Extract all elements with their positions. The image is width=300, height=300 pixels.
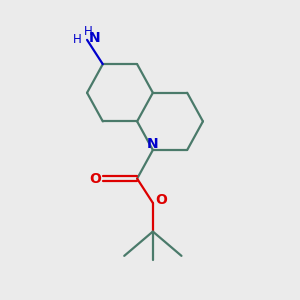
Text: O: O <box>155 193 167 207</box>
Text: H: H <box>84 25 93 38</box>
Text: H: H <box>73 33 81 46</box>
Text: N: N <box>147 137 159 151</box>
Text: N: N <box>88 32 100 45</box>
Text: O: O <box>89 172 101 186</box>
